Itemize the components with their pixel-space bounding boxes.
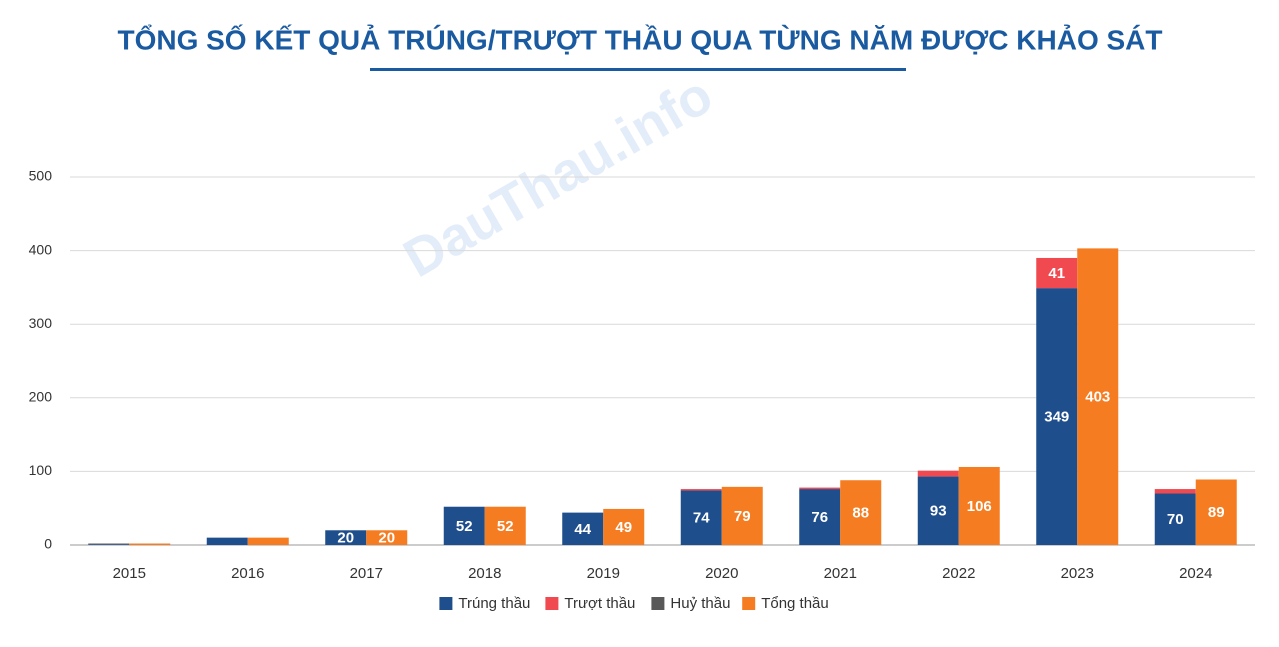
y-tick-label: 200 bbox=[29, 389, 53, 405]
bar bbox=[325, 530, 367, 545]
legend-swatch bbox=[439, 597, 453, 610]
bar bbox=[88, 543, 130, 545]
bar bbox=[917, 470, 959, 477]
bar bbox=[840, 480, 882, 545]
bar bbox=[1195, 479, 1237, 545]
x-tick-label: 2015 bbox=[113, 565, 146, 582]
bar bbox=[247, 537, 289, 545]
bar bbox=[680, 490, 722, 545]
legend-label: Trúng thầu bbox=[458, 595, 530, 612]
bar bbox=[680, 489, 722, 491]
bar bbox=[1154, 493, 1196, 545]
bar bbox=[958, 466, 1000, 545]
x-tick-label: 2020 bbox=[705, 565, 738, 582]
data-label: 52 bbox=[456, 518, 473, 535]
data-label: 349 bbox=[1044, 409, 1069, 426]
data-label: 106 bbox=[967, 498, 992, 515]
bar bbox=[1154, 489, 1196, 494]
y-tick-label: 100 bbox=[29, 462, 53, 478]
bar bbox=[484, 506, 526, 545]
data-label: 88 bbox=[852, 505, 869, 522]
x-tick-label: 2022 bbox=[942, 565, 975, 582]
legend-label: Trượt thầu bbox=[564, 595, 635, 612]
data-label: 41 bbox=[1048, 265, 1065, 282]
x-tick-label: 2023 bbox=[1061, 565, 1094, 582]
title-underline bbox=[370, 68, 906, 71]
data-label: 76 bbox=[811, 509, 828, 526]
y-tick-label: 0 bbox=[44, 536, 52, 552]
data-label: 20 bbox=[337, 530, 354, 547]
x-tick-label: 2021 bbox=[824, 565, 857, 582]
x-tick-label: 2019 bbox=[587, 565, 620, 582]
bar bbox=[603, 508, 645, 545]
data-label: 52 bbox=[497, 518, 514, 535]
bar bbox=[562, 512, 604, 545]
legend-swatch bbox=[651, 597, 665, 610]
bar bbox=[1036, 288, 1078, 545]
bar bbox=[129, 543, 171, 545]
bar bbox=[721, 486, 763, 545]
bar bbox=[443, 506, 485, 545]
bar bbox=[366, 530, 408, 545]
bar bbox=[1077, 248, 1119, 545]
x-tick-label: 2017 bbox=[350, 565, 383, 582]
x-tick-label: 2024 bbox=[1179, 565, 1212, 582]
data-label: 49 bbox=[615, 519, 632, 536]
legend-swatch bbox=[545, 597, 559, 610]
legend-label: Huỷ thầu bbox=[670, 595, 730, 612]
x-tick-label: 2016 bbox=[231, 565, 264, 582]
legend-swatch bbox=[742, 597, 756, 610]
y-tick-label: 300 bbox=[29, 315, 53, 331]
data-label: 20 bbox=[378, 530, 395, 547]
data-label: 74 bbox=[693, 510, 710, 527]
bar bbox=[799, 487, 841, 490]
data-label: 70 bbox=[1167, 511, 1184, 528]
bar bbox=[88, 544, 130, 545]
chart-title: TỔNG SỐ KẾT QUẢ TRÚNG/TRƯỢT THẦU QUA TỪN… bbox=[117, 23, 1162, 55]
bar bbox=[206, 537, 248, 545]
bar bbox=[1036, 257, 1078, 289]
legend-label: Tổng thầu bbox=[761, 595, 829, 612]
y-tick-label: 400 bbox=[29, 241, 53, 257]
bar bbox=[799, 489, 841, 545]
data-label: 79 bbox=[734, 508, 751, 525]
bar bbox=[917, 476, 959, 545]
x-tick-label: 2018 bbox=[468, 565, 501, 582]
data-label: 44 bbox=[574, 521, 591, 538]
data-label: 93 bbox=[930, 503, 947, 520]
data-label: 403 bbox=[1085, 389, 1110, 406]
y-tick-label: 500 bbox=[29, 168, 53, 184]
data-label: 89 bbox=[1208, 504, 1225, 521]
